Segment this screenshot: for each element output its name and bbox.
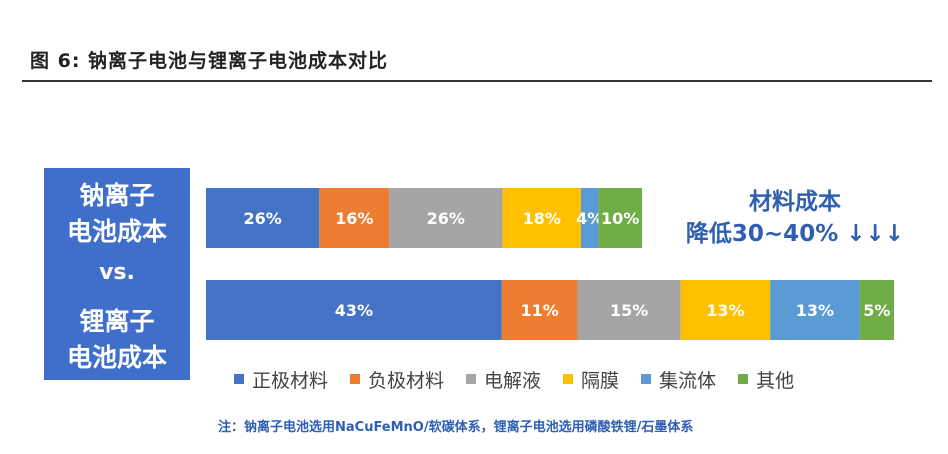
reduction-line1: 材料成本 (749, 189, 841, 215)
lithium-bar-label-2: 11% (521, 301, 559, 320)
reduction-line2: 降低30~40% (685, 221, 839, 247)
legend-label: 集流体 (659, 369, 717, 392)
sodium-bar-label-2: 16% (335, 209, 373, 228)
legend-label: 负极材料 (368, 369, 445, 392)
vs-label: vs. (99, 260, 135, 285)
lithium-bar-label-6: 5% (863, 301, 890, 320)
legend-item-5: 集流体 (641, 366, 716, 393)
down-arrows-icon: ↓↓↓ (846, 221, 905, 247)
sodium-bar-segment-2 (319, 188, 390, 248)
cost-reduction-callout: 材料成本 降低30~40% ↓↓↓ (680, 186, 910, 250)
legend-label: 隔膜 (581, 369, 620, 392)
footnote: 注：钠离子电池选用NaCuFeMnO/软碳体系，锂离子电池选用磷酸铁锂/石墨体系 (218, 420, 694, 435)
sodium-bar-label-4: 18% (523, 209, 561, 228)
legend-item-1: 正极材料 (234, 366, 328, 393)
lithium-bar-label-3: 15% (610, 301, 648, 320)
sodium-bar-segment-1 (206, 188, 320, 248)
sodium-bar-label-6: 10% (601, 209, 639, 228)
lithium-label-line2: 电池成本 (66, 343, 167, 372)
lithium-bar-label-5: 13% (796, 301, 834, 320)
sodium-label-line1: 钠离子 (79, 181, 155, 210)
lithium-label-line1: 锂离子 (79, 307, 155, 336)
legend-label: 其他 (756, 369, 795, 392)
sodium-bar-segment-6 (598, 188, 642, 248)
lithium-bar-segment-6 (859, 280, 894, 340)
lithium-bar-segment-2 (501, 280, 578, 340)
title-divider (22, 80, 932, 82)
lithium-bar-segment-4 (680, 280, 771, 340)
legend-swatch (738, 374, 749, 384)
sodium-bar-segment-5 (580, 188, 599, 248)
legend-swatch (234, 374, 244, 384)
lithium-bar-label-1: 43% (335, 301, 373, 320)
legend-swatch (466, 374, 477, 384)
lithium-bar-segment-3 (577, 280, 681, 340)
lithium-bar-segment-5 (770, 280, 860, 340)
legend-swatch (641, 374, 652, 384)
sodium-bar-segment-4 (502, 188, 581, 248)
sodium-label-line2: 电池成本 (66, 217, 167, 246)
sodium-bar-label-3: 26% (427, 209, 465, 228)
figure-title: 图 6: 钠离子电池与锂离子电池成本对比 (30, 50, 389, 72)
sodium-bar-label-5: 4% (576, 209, 603, 228)
comparison-label-panel: 钠离子 电池成本 vs. 锂离子 电池成本 (44, 168, 190, 380)
legend-item-3: 电解液 (466, 366, 541, 393)
legend-swatch (350, 374, 361, 384)
legend-item-4: 隔膜 (563, 366, 619, 393)
chart-legend: 正极材料 负极材料 电解液 隔膜 集流体 其他 (234, 366, 794, 392)
legend-label: 电解液 (484, 369, 542, 392)
lithium-bar-label-4: 13% (706, 301, 744, 320)
legend-label: 正极材料 (252, 369, 329, 392)
legend-item-2: 负极材料 (350, 366, 444, 393)
sodium-bar-segment-3 (389, 188, 503, 248)
sodium-bar-label-1: 26% (244, 209, 282, 228)
legend-item-6: 其他 (738, 366, 794, 393)
lithium-bar-segment-1 (206, 280, 502, 340)
legend-swatch (563, 374, 574, 384)
